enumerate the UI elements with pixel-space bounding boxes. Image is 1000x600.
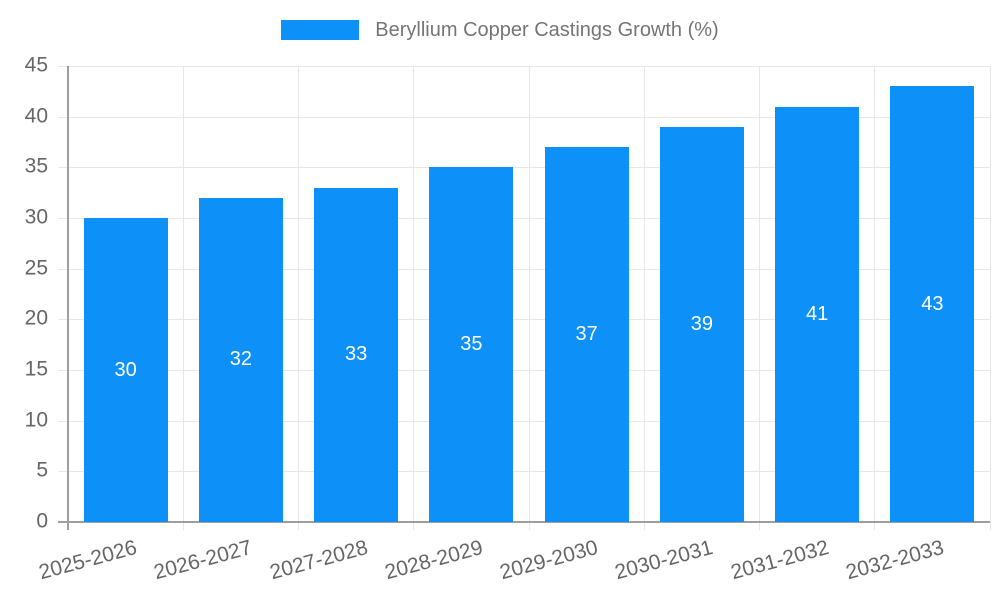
y-tick-label: 40 [24,104,48,128]
bar[interactable]: 43 [890,86,975,522]
y-tick-label: 0 [36,509,48,533]
y-gridline [58,319,990,321]
x-tick-label: 2030-2031 [612,536,716,585]
bar[interactable]: 30 [83,218,168,522]
y-gridline [58,370,990,371]
y-tick-label: 45 [24,53,48,77]
bar[interactable]: 39 [659,126,744,522]
y-axis-line [67,66,69,530]
bar-value-label: 37 [575,323,598,346]
x-gridline [528,66,530,530]
x-gridline [182,66,184,530]
legend-label: Beryllium Copper Castings Growth (%) [375,19,719,41]
y-gridline [58,116,990,118]
bar[interactable]: 32 [198,197,283,522]
y-tick-label: 20 [24,306,48,330]
x-tick-label: 2029-2030 [497,536,601,585]
y-gridline [58,268,990,270]
bar[interactable]: 37 [544,147,629,522]
y-gridline [58,218,990,219]
y-tick-label: 15 [24,357,48,381]
y-tick-label: 35 [24,154,48,178]
y-tick-label: 30 [24,205,48,229]
bar[interactable]: 35 [429,167,514,522]
bar-value-label: 39 [690,312,713,335]
y-gridline [58,66,990,67]
x-gridline [298,66,299,530]
legend[interactable]: Beryllium Copper Castings Growth (%) [0,18,1000,42]
x-gridline [874,66,876,530]
bar-value-label: 43 [921,292,944,315]
bar[interactable]: 33 [314,187,399,522]
bar-value-label: 30 [114,358,137,381]
x-gridline [989,66,991,530]
x-tick-label: 2026-2027 [151,536,255,585]
x-gridline [759,66,760,530]
bar-value-label: 35 [460,333,483,356]
x-tick-label: 2028-2029 [382,536,486,585]
x-tick-label: 2032-2033 [843,536,947,585]
y-gridline [58,420,990,422]
y-gridline [58,471,990,473]
legend-swatch [281,20,360,40]
x-tick-label: 2025-2026 [36,536,140,585]
y-tick-label: 10 [24,408,48,432]
y-tick-label: 5 [36,458,48,482]
x-gridline [643,66,645,530]
bar[interactable]: 41 [775,106,860,522]
bar-value-label: 32 [229,348,252,371]
x-tick-label: 2031-2032 [728,536,832,585]
x-axis-line [58,521,990,523]
x-gridline [413,66,415,530]
x-tick-label: 2027-2028 [267,536,371,585]
y-tick-label: 25 [24,256,48,280]
y-gridline [58,167,990,169]
bar-value-label: 33 [345,343,368,366]
bar-value-label: 41 [806,302,829,325]
